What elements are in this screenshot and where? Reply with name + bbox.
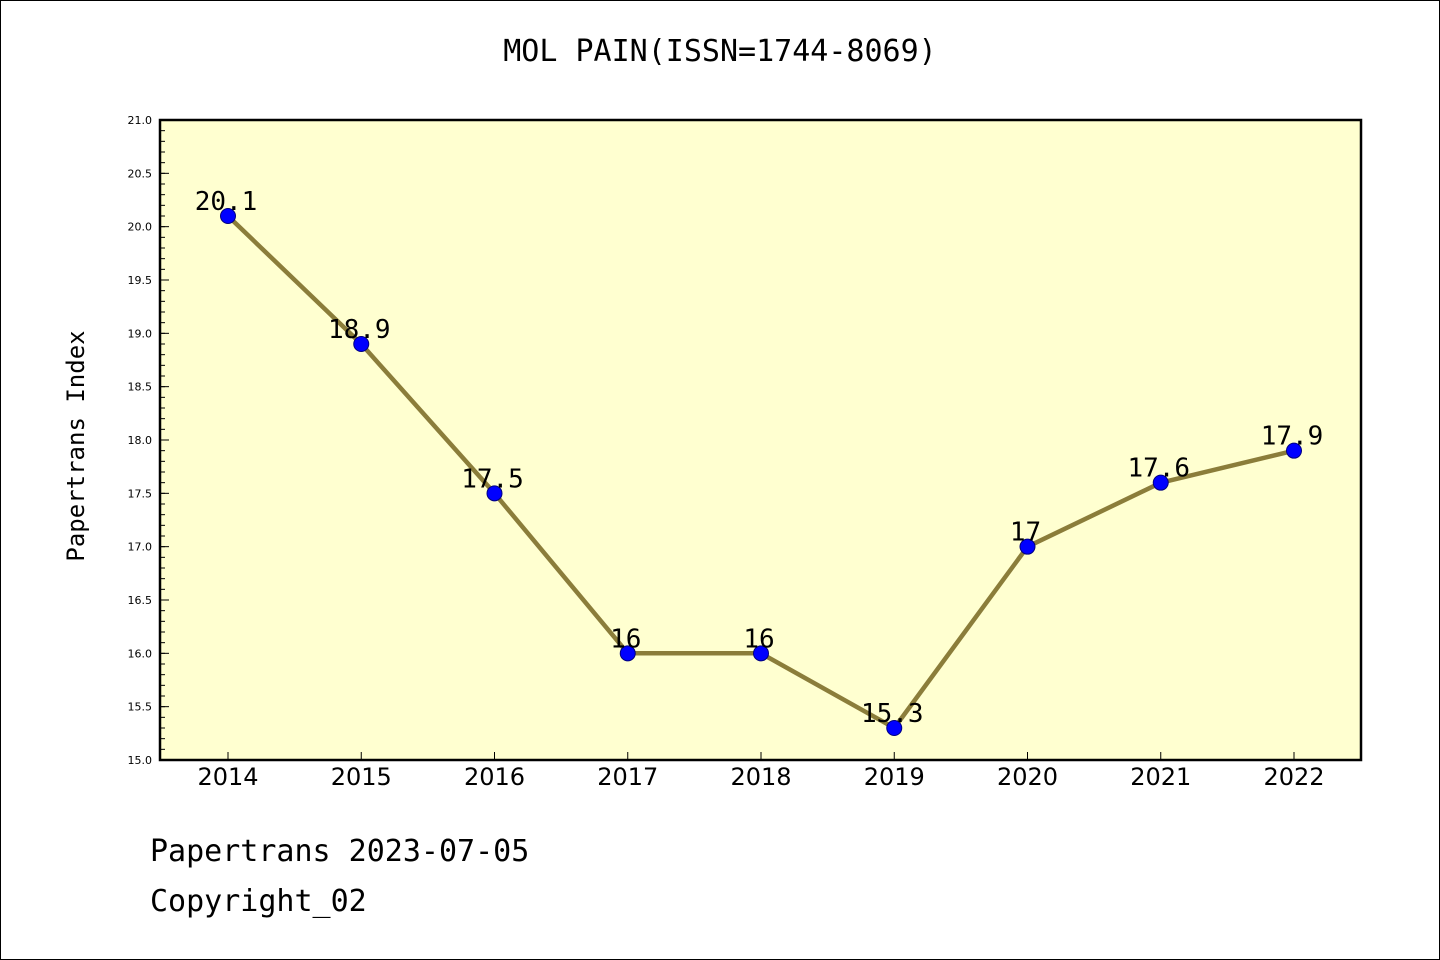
data-point xyxy=(1152,474,1169,491)
x-tick-label: 2021 xyxy=(1130,763,1191,791)
x-tick-label: 2016 xyxy=(464,763,525,791)
y-tick-label: 15.5 xyxy=(128,701,153,714)
y-tick-label: 18.0 xyxy=(128,434,153,447)
y-tick-label: 18.5 xyxy=(128,381,153,394)
data-labels: 20.1 18.9 17.5 16 16 15.3 17 17.6 17.9 xyxy=(195,187,1324,729)
y-axis: 15.0 15.5 16.0 16.5 17.0 17.5 18.0 18.5 19.0 19.5… xyxy=(128,114,169,767)
x-tick-label: 2017 xyxy=(597,763,658,791)
x-axis: 2014 2015 2016 2017 2018 2019 2020 2021 2022 xyxy=(197,752,1325,791)
y-tick-label: 16.0 xyxy=(128,647,153,660)
y-tick-label: 21.0 xyxy=(128,114,153,127)
data-point xyxy=(1286,442,1302,459)
data-label: 20.1 xyxy=(195,187,258,217)
data-label: 17.9 xyxy=(1261,422,1324,452)
y-tick-label: 17.0 xyxy=(128,541,153,554)
footer-date: Papertrans 2023-07-05 xyxy=(150,834,530,869)
data-label: 17.5 xyxy=(461,464,524,494)
y-tick-label: 15.0 xyxy=(128,754,153,767)
data-point xyxy=(886,720,903,736)
y-tick-label: 19.5 xyxy=(128,274,153,287)
plot-border xyxy=(158,118,1363,762)
data-label: 16 xyxy=(743,624,774,654)
data-point xyxy=(220,208,236,224)
y-tick-label: 19.0 xyxy=(128,327,153,340)
data-point xyxy=(753,645,769,662)
y-tick-label: 20.0 xyxy=(128,221,153,234)
y-tick-label: 20.5 xyxy=(128,167,153,180)
data-point xyxy=(486,485,503,502)
data-label: 18.9 xyxy=(328,315,391,345)
data-points xyxy=(220,208,1302,736)
data-point xyxy=(353,336,370,352)
footer-copyright: Copyright_02 xyxy=(150,884,367,919)
data-label: 17.6 xyxy=(1127,454,1190,484)
data-label: 16 xyxy=(610,624,641,654)
data-label: 15.3 xyxy=(861,699,924,729)
data-point xyxy=(1019,538,1036,555)
data-point xyxy=(619,645,636,662)
x-tick-label: 2022 xyxy=(1263,763,1324,791)
y-tick-label: 16.5 xyxy=(128,594,153,607)
x-tick-label: 2019 xyxy=(864,763,925,791)
chart-title: MOL PAIN(ISSN=1744-8069) xyxy=(503,34,937,69)
y-tick-label: 17.5 xyxy=(128,487,153,500)
x-tick-label: 2015 xyxy=(331,763,392,791)
x-tick-label: 2014 xyxy=(197,763,258,791)
x-tick-label: 2020 xyxy=(997,763,1058,791)
plot-area xyxy=(160,120,1361,760)
x-tick-label: 2018 xyxy=(730,763,791,791)
data-label: 17 xyxy=(1010,518,1041,548)
